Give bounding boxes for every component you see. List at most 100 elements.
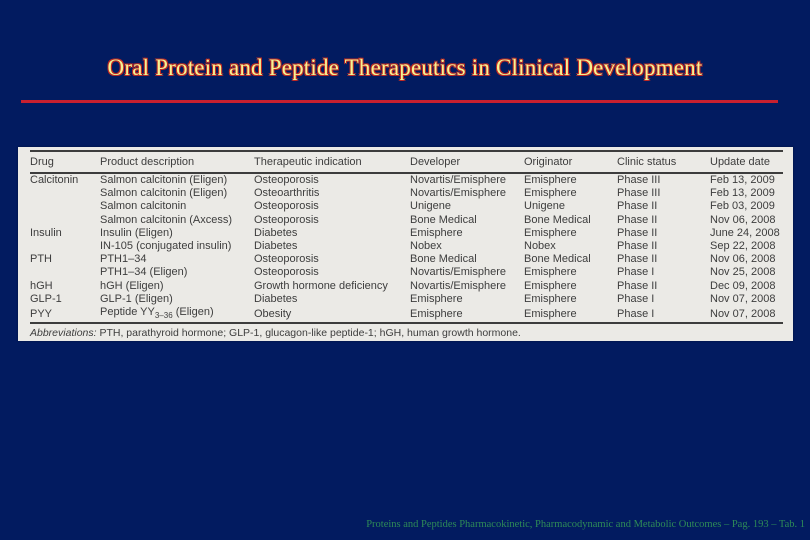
table-row: Salmon calcitonin Osteoporosis Unigene Unig…: [30, 200, 783, 213]
table-cell: Bone Medical: [524, 213, 591, 226]
table-cell: Diabetes: [254, 226, 298, 239]
table-cell: PTH1–34 (Eligen): [100, 266, 188, 279]
table-cell: June 24, 2008: [710, 226, 780, 239]
table-row: PYY Peptide YY3–36 (Eligen) Obesity Emisphe…: [30, 306, 783, 323]
table-cell: Salmon calcitonin (Eligen): [100, 187, 228, 200]
table-cell: Novartis/Emisphere: [410, 187, 506, 200]
table-cell: GLP-1 (Eligen): [100, 292, 173, 305]
table-cell: Diabetes: [254, 240, 298, 253]
table-cell: PTH1–34: [100, 253, 147, 266]
table-cell: IN-105 (conjugated insulin): [100, 240, 232, 253]
table-row: PTH PTH1–34 Osteoporosis Bone Medical Bone M…: [30, 253, 783, 266]
table-cell: Salmon calcitonin (Axcess): [100, 213, 233, 226]
table-cell: Insulin: [30, 226, 62, 239]
table-cell: Phase II: [617, 240, 658, 253]
table-cell: Novartis/Emisphere: [410, 174, 506, 186]
table-cell: Salmon calcitonin (Eligen): [100, 174, 228, 186]
table-cell: PYY: [30, 307, 53, 320]
table-cell: Feb 13, 2009: [710, 174, 775, 186]
table-cell: Phase I: [617, 292, 655, 305]
table-cell: Unigene: [410, 200, 451, 213]
table-footnote: Abbreviations: PTH, parathyroid hormone;…: [30, 324, 783, 340]
table-cell: Bone Medical: [524, 253, 591, 266]
table-cell: Emisphere: [524, 266, 577, 279]
table-row: IN-105 (conjugated insulin) Diabetes Nobex…: [30, 240, 783, 253]
therapeutics-table: Drug Product description Therapeutic indic…: [30, 150, 783, 325]
column-header: Therapeutic indication: [254, 151, 410, 174]
table-cell: Unigene: [524, 200, 565, 213]
table-cell: Bone Medical: [410, 253, 477, 266]
table-cell: Nov 25, 2008: [710, 266, 776, 279]
table-cell: Osteoporosis: [254, 174, 319, 186]
table-cell: Phase II: [617, 200, 658, 213]
table-row: Salmon calcitonin (Axcess) Osteoporosis Bo…: [30, 214, 783, 227]
table-cell: Peptide YY3–36 (Eligen): [100, 306, 214, 321]
table-cell: Feb 03, 2009: [710, 200, 775, 213]
table-cell: Phase III: [617, 187, 661, 200]
table-header-row: Drug Product description Therapeutic indic…: [30, 151, 783, 174]
table-cell: Dec 09, 2008: [710, 279, 776, 292]
table-cell: Growth hormone deficiency: [254, 279, 388, 292]
table-cell: Insulin (Eligen): [100, 226, 173, 239]
table-cell: hGH: [30, 279, 53, 292]
table-cell: Nov 07, 2008: [710, 292, 776, 305]
source-caption: Proteins and Peptides Pharmacokinetic, P…: [366, 519, 805, 530]
table-cell: Osteoporosis: [254, 200, 319, 213]
table-cell: GLP-1: [30, 292, 62, 305]
table-cell: Phase I: [617, 266, 655, 279]
table-cell: [30, 214, 100, 227]
table-row: Salmon calcitonin (Eligen) Osteoarthritis…: [30, 187, 783, 200]
table-row: PTH1–34 (Eligen) Osteoporosis Novartis/Emi…: [30, 266, 783, 279]
table-cell: Emisphere: [410, 307, 463, 320]
table-cell: Sep 22, 2008: [710, 240, 776, 253]
footnote-label: Abbreviations:: [30, 327, 97, 340]
table-cell: Osteoporosis: [254, 213, 319, 226]
table-cell: Emisphere: [524, 307, 577, 320]
column-header: Product description: [100, 151, 254, 174]
table-cell: Osteoarthritis: [254, 187, 320, 200]
table-row: Insulin Insulin (Eligen) Diabetes Emisphere…: [30, 227, 783, 240]
table-cell: Emisphere: [524, 292, 577, 305]
column-header: Originator: [524, 151, 617, 174]
table-cell: Emisphere: [524, 279, 577, 292]
table-cell: Calcitonin: [30, 174, 79, 186]
table-cell: [30, 240, 100, 253]
table-cell: Phase III: [617, 174, 661, 186]
table-cell: Osteoporosis: [254, 253, 319, 266]
table-cell: Phase II: [617, 253, 658, 266]
table-cell: Nov 07, 2008: [710, 307, 776, 320]
table-cell: Emisphere: [410, 292, 463, 305]
column-header: Clinic status: [617, 151, 710, 174]
table-cell: Salmon calcitonin: [100, 200, 187, 213]
table-cell: Nov 06, 2008: [710, 253, 776, 266]
table-cell: PTH: [30, 253, 52, 266]
table-cell: Feb 13, 2009: [710, 187, 775, 200]
table-cell: [30, 187, 100, 200]
table-cell: Obesity: [254, 307, 292, 320]
table-cell: Nov 06, 2008: [710, 213, 776, 226]
table-row: GLP-1 GLP-1 (Eligen) Diabetes Emisphere Emis…: [30, 293, 783, 306]
table-cell: Nobex: [410, 240, 442, 253]
column-header: Developer: [410, 151, 524, 174]
table-cell: [30, 200, 100, 213]
table-cell: Nobex: [524, 240, 556, 253]
table-cell: [30, 266, 100, 279]
footnote-text: PTH, parathyroid hormone; GLP-1, glucago…: [96, 327, 521, 340]
table-cell: Novartis/Emisphere: [410, 266, 506, 279]
table-cell: Phase II: [617, 279, 658, 292]
table-cell: Phase II: [617, 213, 658, 226]
table-cell: Bone Medical: [410, 213, 477, 226]
table-cell: Diabetes: [254, 292, 298, 305]
table-cell: Emisphere: [410, 226, 463, 239]
table-cell: Novartis/Emisphere: [410, 279, 506, 292]
table-cell: Emisphere: [524, 187, 577, 200]
clinical-development-table: Drug Product description Therapeutic indic…: [18, 147, 793, 341]
table-cell: hGH (Eligen): [100, 279, 164, 292]
table-cell: Emisphere: [524, 174, 577, 186]
table-cell: Osteoporosis: [254, 266, 319, 279]
column-header: Update date: [710, 151, 783, 174]
table-cell: Phase II: [617, 226, 658, 239]
table-row: Calcitonin Salmon calcitonin (Eligen) Oste…: [30, 173, 783, 187]
table-row: hGH hGH (Eligen) Growth hormone deficiency…: [30, 280, 783, 293]
